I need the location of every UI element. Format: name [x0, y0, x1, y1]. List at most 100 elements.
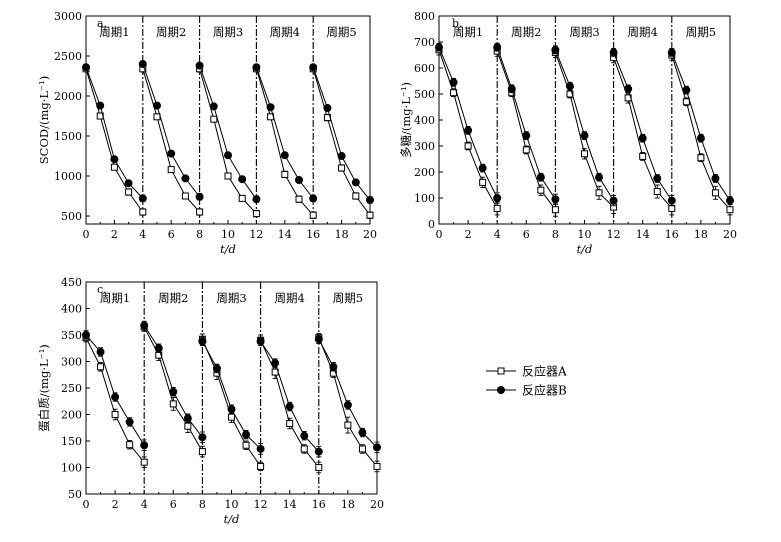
data-point-filled-circle — [138, 60, 147, 68]
data-point-open-square — [111, 411, 119, 418]
x-tick-label: 0 — [83, 498, 90, 511]
series-reactor-b — [82, 60, 374, 204]
cycle-label: 周期3 — [569, 25, 599, 39]
data-point-open-square — [358, 445, 366, 453]
series-line — [613, 57, 673, 209]
data-point-open-square — [315, 464, 323, 471]
data-point-filled-circle — [153, 101, 161, 110]
data-point-open-square — [238, 194, 246, 202]
data-point-filled-circle — [309, 63, 318, 72]
series-line — [496, 47, 556, 200]
x-tick-label: 20 — [370, 498, 384, 511]
data-point-filled-circle — [609, 48, 618, 57]
x-tick-label: 12 — [607, 228, 621, 241]
data-point-open-square — [522, 146, 530, 154]
series-reactor-a — [82, 322, 381, 474]
data-point-filled-circle — [82, 331, 90, 339]
series-line — [201, 341, 261, 450]
y-axis-title: SCOD/(mg·L⁻¹) — [37, 76, 51, 164]
y-tick-label: 100 — [414, 192, 435, 205]
x-tick-label: 10 — [578, 228, 592, 241]
x-tick-label: 6 — [523, 228, 530, 241]
data-point-open-square — [711, 189, 719, 197]
data-point-filled-circle — [711, 174, 720, 183]
data-point-open-square — [479, 178, 487, 186]
data-point-filled-circle — [507, 84, 516, 93]
x-tick-label: 6 — [170, 498, 177, 511]
x-tick-label: 10 — [221, 228, 235, 241]
x-tick-label: 14 — [283, 498, 297, 511]
data-point-open-square — [295, 195, 303, 203]
y-tick-label: 200 — [414, 166, 435, 179]
data-point-filled-circle — [464, 126, 473, 135]
series-line — [85, 67, 144, 199]
y-tick-label: 500 — [61, 210, 82, 223]
data-point-open-square — [153, 113, 161, 121]
data-point-filled-circle — [224, 151, 232, 160]
x-tick-label: 8 — [199, 498, 206, 511]
data-point-open-square — [668, 204, 676, 212]
y-axis-title: 多糖/(mg·L⁻¹) — [399, 82, 413, 158]
data-point-open-square — [140, 458, 148, 466]
legend-label-series-a: 反应器A — [522, 364, 567, 379]
cycle-label: 周期1 — [99, 25, 129, 39]
series-line — [260, 341, 320, 452]
data-point-filled-circle — [140, 441, 149, 450]
x-tick-label: 12 — [254, 498, 268, 511]
y-tick-label: 450 — [61, 276, 82, 289]
data-point-filled-circle — [167, 149, 176, 158]
series-line — [85, 334, 145, 446]
legend: 反应器A 反应器B — [486, 364, 567, 398]
data-point-open-square — [373, 462, 381, 470]
data-point-open-square — [493, 204, 501, 212]
data-point-open-square — [97, 363, 105, 371]
data-point-filled-circle — [329, 362, 338, 371]
series-line — [142, 63, 200, 198]
data-point-filled-circle — [138, 194, 147, 203]
data-point-filled-circle — [183, 414, 192, 423]
legend-label-series-b: 反应器B — [522, 383, 567, 398]
x-tick-label: 16 — [306, 228, 320, 241]
data-point-open-square — [224, 172, 232, 180]
data-point-open-square — [352, 192, 360, 200]
data-point-filled-circle — [522, 131, 531, 140]
y-tick-label: 2000 — [54, 90, 82, 103]
panel-tag: c. — [97, 283, 107, 296]
data-point-filled-circle — [169, 387, 178, 396]
data-point-open-square — [682, 98, 690, 106]
data-point-open-square — [257, 462, 265, 470]
y-tick-label: 1000 — [54, 170, 82, 183]
y-tick-label: 300 — [414, 140, 435, 153]
data-point-open-square — [125, 188, 133, 196]
x-tick-label: 8 — [196, 228, 203, 241]
x-tick-label: 18 — [694, 228, 708, 241]
data-point-open-square — [110, 163, 118, 171]
series-reactor-a — [82, 65, 374, 219]
panel-tag: b. — [452, 17, 463, 30]
cycle-label: 周期4 — [275, 291, 305, 305]
data-point-filled-circle — [110, 155, 119, 164]
y-tick-label: 50 — [68, 488, 82, 501]
data-point-filled-circle — [227, 405, 236, 414]
y-tick-label: 250 — [61, 382, 82, 395]
data-point-open-square — [726, 206, 734, 214]
data-point-open-square — [198, 448, 206, 456]
series-line — [613, 52, 673, 201]
data-point-open-square — [286, 420, 294, 428]
cycle-label: 周期2 — [511, 25, 541, 39]
data-point-open-square — [167, 166, 175, 174]
data-point-open-square — [653, 188, 661, 195]
series-line — [255, 67, 314, 199]
data-point-filled-circle — [195, 61, 204, 70]
data-point-filled-circle — [696, 134, 705, 143]
chart-panel-polysaccharide: 0 2 4 6 8 10 12 14 16 18 2001002003004005006007008… — [399, 10, 737, 256]
data-point-filled-circle — [256, 444, 265, 453]
data-point-filled-circle — [314, 335, 323, 344]
data-point-filled-circle — [266, 103, 275, 112]
data-point-open-square — [281, 170, 289, 178]
series-line — [671, 52, 731, 201]
y-tick-label: 2500 — [54, 50, 82, 63]
x-tick-label: 2 — [112, 498, 119, 511]
cycle-label: 周期3 — [213, 25, 243, 39]
data-point-filled-circle — [478, 164, 487, 173]
